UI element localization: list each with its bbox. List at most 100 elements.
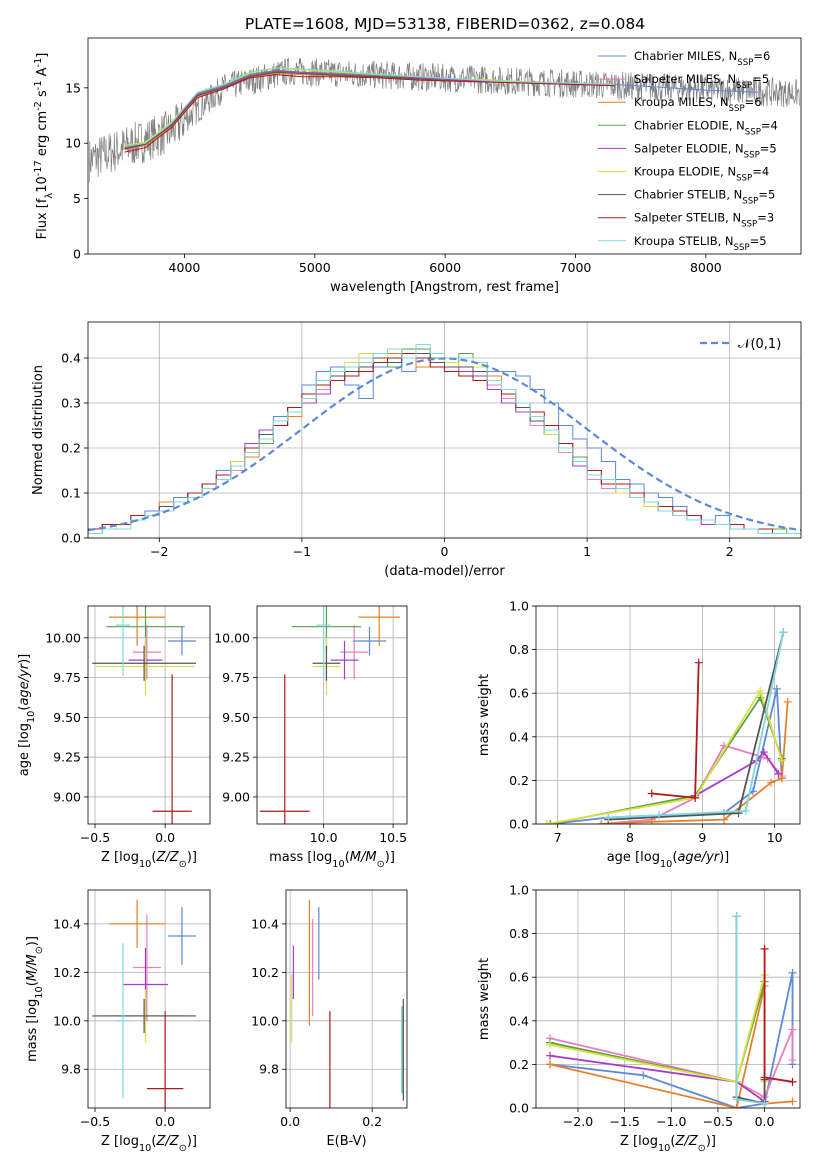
weight-vs-age-marker	[546, 820, 555, 824]
weight-vs-age-marker	[774, 769, 783, 778]
model-spectrum-line-7	[124, 74, 615, 153]
weight-vs-age-marker	[647, 789, 656, 798]
weight-vs-Z-marker	[545, 1040, 554, 1049]
residuals-xtick-label: −1	[293, 544, 311, 559]
spectrum-panel: 4000 5000 6000 7000 8000 0 5 10 15 wavelength [An…	[33, 37, 802, 295]
weight-vs-age-marker	[741, 806, 750, 815]
weight-vs-age-xtick-label: 7	[554, 830, 562, 845]
mass-vs-ebv-frame	[285, 889, 408, 1109]
weight-vs-Z-ytick-label: 0.6	[509, 970, 529, 985]
mass-vs-ebv-xtick-label: 0.2	[362, 1114, 382, 1129]
weight-vs-age-marker	[542, 820, 551, 824]
spectrum-plot-area	[88, 58, 800, 183]
weight-vs-Z-series-0	[549, 972, 794, 1108]
legend-label-6: Chabrier STELIB, NSSP​=5	[634, 188, 775, 207]
mass-vs-Z-xtick-label: 0.0	[155, 1114, 175, 1129]
age-vs-Z-ytick-label: 9.00	[53, 789, 81, 804]
age-vs-Z-panel: −0.5 0.0 9.00 9.25 9.50 9.75 10.00 Z [log10​(Z/…	[17, 605, 211, 870]
residual-histogram-8	[88, 344, 801, 538]
age-vs-Z-ytick-label: 9.75	[53, 670, 81, 685]
weight-vs-Z-marker	[639, 1071, 648, 1080]
weight-vs-age-series-4	[694, 750, 780, 797]
residuals-ytick-label: 0.0	[61, 531, 81, 546]
weight-vs-age-xtick-label: 9	[698, 830, 706, 845]
spectrum-frame	[87, 37, 802, 255]
weight-vs-Z-marker	[788, 968, 797, 977]
weight-vs-age-series-8	[608, 632, 785, 819]
weight-vs-age-marker	[691, 793, 700, 802]
spectrum-ytick-label: 15	[65, 80, 81, 95]
weight-vs-Z-marker	[760, 1099, 769, 1108]
age-vs-Z-ylabel: age [log10​(age/yr)]	[17, 654, 37, 777]
weight-vs-Z-xtick-label: −1.5	[609, 1114, 639, 1129]
weight-vs-Z-marker	[545, 1051, 554, 1060]
weight-vs-age-ytick-label: 1.0	[509, 599, 529, 614]
age-vs-Z-ytick-label: 9.50	[53, 710, 81, 725]
weight-vs-Z-series-8	[735, 916, 765, 1105]
weight-vs-age-plot-area	[542, 628, 792, 824]
weight-vs-Z-frame	[535, 889, 801, 1109]
mass-vs-Z-ytick-label: 10.0	[53, 1013, 81, 1028]
weight-vs-age-marker	[777, 774, 786, 783]
weight-vs-age-marker	[654, 811, 663, 820]
weight-vs-age-ytick-label: 0.8	[509, 642, 529, 657]
spectrum-ytick-label: 10	[65, 136, 81, 151]
weight-vs-Z-series-5	[549, 974, 766, 1083]
weight-vs-Z-xtick-label: −0.5	[703, 1114, 733, 1129]
age-vs-mass-frame	[256, 605, 408, 825]
spectrum-ytick-label: 0	[73, 247, 81, 262]
age-vs-mass-ytick-label: 9.25	[222, 750, 250, 765]
weight-vs-Z-xtick-label: 0.0	[755, 1114, 775, 1129]
mass-vs-ebv-ytick-label: 10.2	[251, 965, 279, 980]
mass-vs-Z-ytick-label: 9.8	[61, 1062, 81, 1077]
mass-vs-ebv-ytick-label: 10.4	[251, 916, 279, 931]
legend-label-4: Salpeter ELODIE, NSSP​=5	[634, 141, 777, 160]
weight-vs-Z-panel: −2.0 −1.5 −1.0 −0.5 0.0 0.0 0.2 0.4 0.6 0.8 1.0 Z […	[477, 883, 801, 1154]
mass-vs-Z-ytick-label: 10.4	[53, 916, 81, 931]
age-vs-mass-ytick-label: 9.00	[222, 789, 250, 804]
age-vs-mass-xtick-label: 10.5	[379, 830, 407, 845]
residuals-ytick-label: 0.2	[61, 441, 81, 456]
weight-vs-age-ytick-label: 0.2	[509, 773, 529, 788]
residuals-xtick-label: 2	[726, 544, 734, 559]
mass-vs-Z-plot-area	[92, 899, 196, 1108]
weight-vs-Z-marker	[760, 944, 769, 953]
mass-vs-ebv-xtick-label: 0.0	[280, 1114, 300, 1129]
weight-vs-age-xtick-label: 10	[767, 830, 783, 845]
weight-vs-age-series-7	[651, 662, 700, 799]
model-spectrum-line-8	[124, 67, 615, 148]
weight-vs-age-marker	[694, 658, 703, 667]
mass-vs-ebv-xlabel: E(B-V)	[326, 1134, 366, 1149]
weight-vs-age-frame	[535, 605, 801, 825]
residuals-xtick-label: 1	[583, 544, 591, 559]
weight-vs-age-marker	[604, 813, 613, 822]
weight-vs-age-marker	[777, 756, 786, 765]
weight-vs-Z-marker	[732, 912, 741, 921]
weight-vs-age-marker	[647, 817, 656, 824]
residuals-xtick-label: 0	[441, 544, 449, 559]
weight-vs-Z-ytick-label: 0.4	[509, 1013, 529, 1028]
weight-vs-age-marker	[772, 684, 781, 693]
legend-label-8: Kroupa STELIB, NSSP​=5	[634, 234, 767, 253]
weight-vs-age-marker	[783, 697, 792, 706]
residuals-ytick-label: 0.3	[61, 396, 81, 411]
figure-title: PLATE=1608, MJD=53138, FIBERID=0362, z=0…	[245, 15, 645, 33]
mass-vs-Z-ylabel: mass [log10​(M/M⊙​)]	[25, 936, 45, 1062]
residuals-plot-area	[88, 344, 801, 538]
weight-vs-Z-xtick-label: −2.0	[563, 1114, 593, 1129]
weight-vs-Z-marker	[788, 1097, 797, 1106]
weight-vs-age-ytick-label: 0.6	[509, 686, 529, 701]
model-spectrum-line-3	[124, 69, 615, 148]
weight-vs-Z-marker	[732, 1095, 741, 1104]
age-vs-Z-xtick-label: 0.0	[155, 830, 175, 845]
spectrum-ylabel: Flux [fλ​10-17​ erg cm-2​ s-1​ A-1​]	[33, 53, 55, 240]
weight-vs-Z-ytick-label: 0.0	[509, 1101, 529, 1116]
legend-label-2: Kroupa MILES, NSSP​=6	[634, 95, 762, 114]
legend-label-0: Chabrier MILES, NSSP​=6	[634, 49, 770, 68]
mass-vs-Z-panel: −0.5 0.0 9.8 10.0 10.2 10.4 Z [log10​(Z/Z⊙​)] m…	[25, 889, 211, 1154]
weight-vs-age-ytick-label: 0.4	[509, 729, 529, 744]
model-spectrum-line-2	[124, 72, 615, 151]
weight-vs-Z-xlabel: Z [log10​(Z/Z⊙​)]	[620, 1134, 716, 1154]
residuals-ytick-label: 0.4	[61, 351, 81, 366]
